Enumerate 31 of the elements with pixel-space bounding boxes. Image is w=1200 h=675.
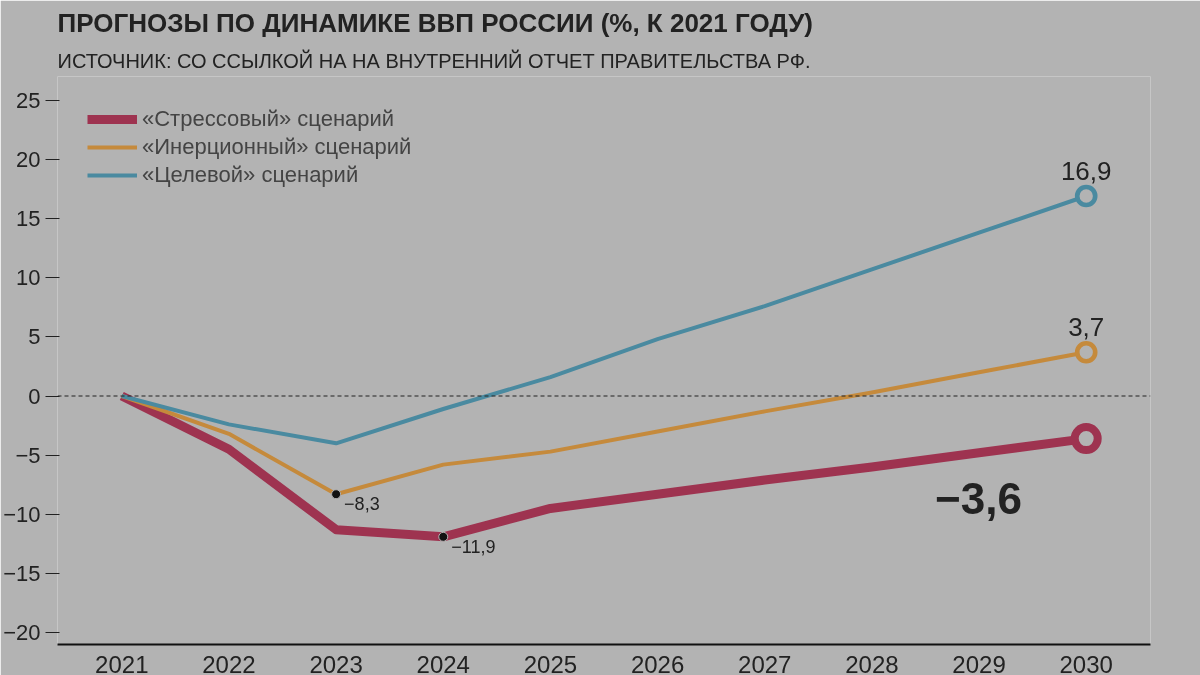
legend-label: «Стрессовый» сценарий xyxy=(142,106,395,132)
x-tick-label: 2021 xyxy=(95,650,149,675)
chart-subtitle: ИСТОЧНИК: СО ССЫЛКОЙ НА НА ВНУТРЕННИЙ ОТЧЕТ ПРАВИТЕЛЬСТВА РФ. xyxy=(57,48,811,72)
data-label: 16,9 xyxy=(1060,156,1112,187)
data-label: 3,7 xyxy=(1068,312,1105,343)
x-tick-label: 2030 xyxy=(1059,650,1113,675)
y-tick-label: 25 xyxy=(16,87,41,113)
x-tick-label: 2029 xyxy=(952,650,1006,675)
x-tick-label: 2024 xyxy=(416,650,470,675)
data-label: −11,9 xyxy=(451,536,496,557)
x-tick-label: 2023 xyxy=(309,650,363,675)
data-label: −8,3 xyxy=(344,494,380,515)
y-tick-label: −10 xyxy=(3,501,41,527)
point xyxy=(1074,184,1098,208)
y-tick-label: 5 xyxy=(28,324,41,350)
y-tick-label: 20 xyxy=(16,146,41,172)
x-tick-label: 2027 xyxy=(738,650,792,675)
y-tick-label: 10 xyxy=(16,265,41,291)
x-tick-label: 2026 xyxy=(630,650,685,675)
y-tick-label: 0 xyxy=(28,383,41,409)
chart-title: ПРОГНОЗЫ ПО ДИНАМИКЕ ВВП РОССИИ (%, К 2021 ГОДУ) xyxy=(57,7,813,38)
x-tick-label: 2028 xyxy=(845,650,899,675)
data-label: −3,6 xyxy=(935,474,1022,524)
y-tick-label: −20 xyxy=(3,620,41,646)
legend-label: «Целевой» сценарий xyxy=(142,162,359,188)
x-tick-label: 2025 xyxy=(523,650,578,675)
y-tick-label: 15 xyxy=(16,206,41,231)
x-tick-label: 2022 xyxy=(202,650,256,675)
legend-label: «Инерционный» сценарий xyxy=(142,134,412,160)
y-tick-label: −15 xyxy=(3,561,41,586)
y-tick-label: −5 xyxy=(15,442,41,468)
